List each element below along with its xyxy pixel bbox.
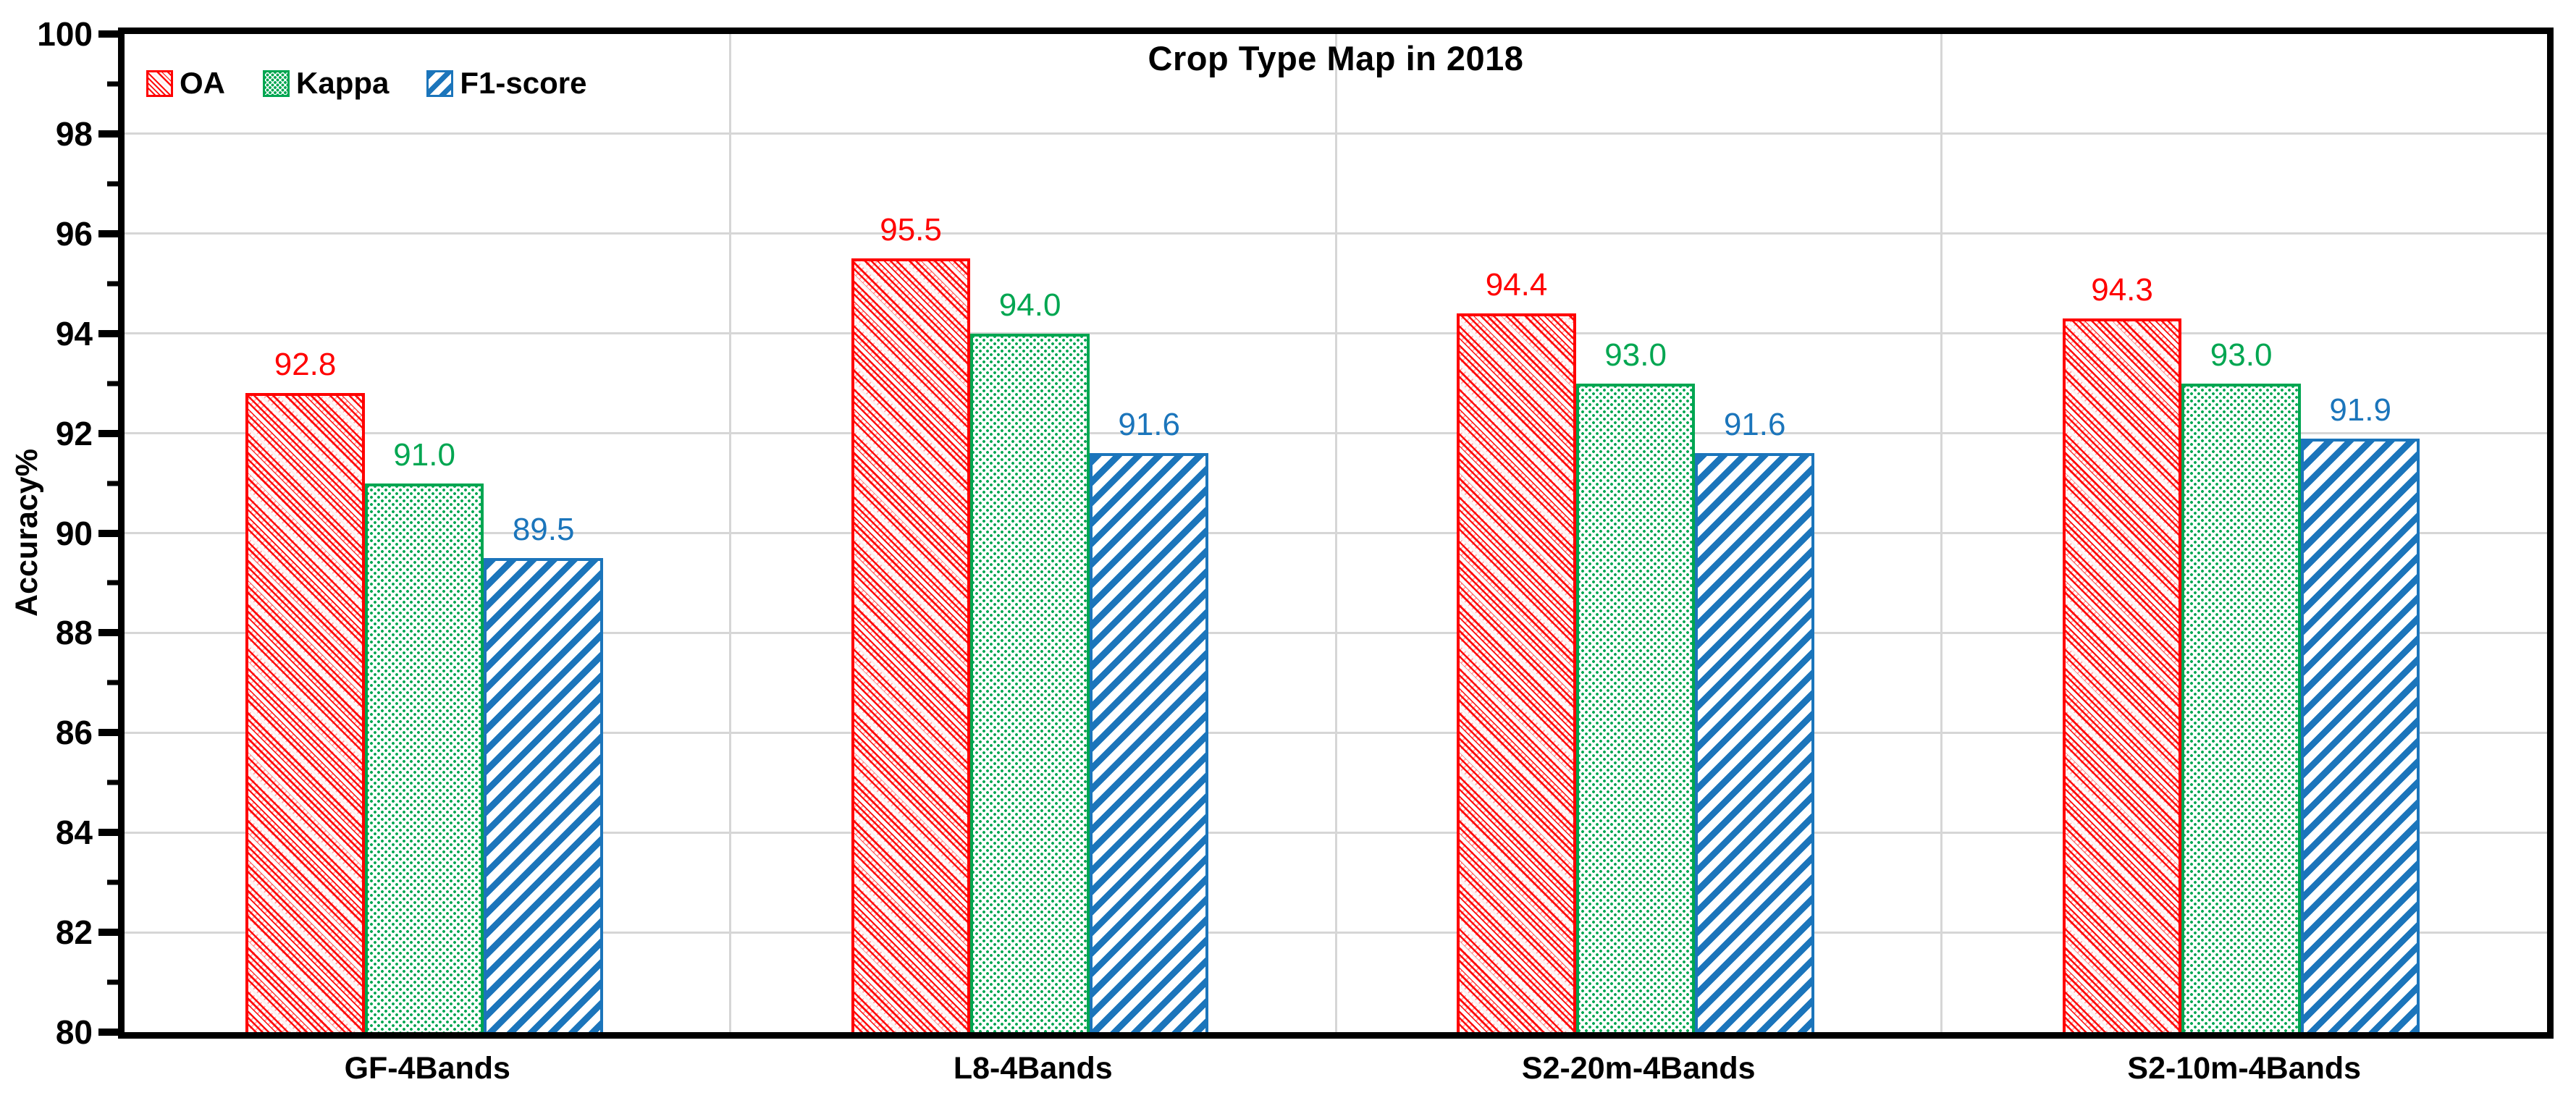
y-minor-tick xyxy=(107,979,118,985)
y-minor-tick xyxy=(107,381,118,387)
y-major-tick xyxy=(98,30,118,38)
y-axis-ticks xyxy=(0,30,118,1036)
bar-value-label: 91.9 xyxy=(2329,392,2391,428)
bar-value-label: 94.4 xyxy=(1485,267,1548,303)
y-major-tick xyxy=(98,429,118,437)
bar-value-label: 91.6 xyxy=(1723,407,1786,443)
bar-oa xyxy=(1457,313,1576,1032)
y-major-tick xyxy=(98,829,118,837)
x-category-label: GF-4Bands xyxy=(344,1051,510,1086)
bar-value-label: 93.0 xyxy=(2210,337,2273,373)
y-minor-tick xyxy=(107,780,118,785)
bar-value-label: 92.8 xyxy=(274,347,337,383)
y-tick-label: 88 xyxy=(55,614,93,652)
legend-swatch-kappa-icon xyxy=(263,69,290,97)
bar-value-label: 94.3 xyxy=(2091,272,2153,308)
legend-item-f1: F1-score xyxy=(426,66,586,101)
legend-label: F1-score xyxy=(460,66,587,100)
bar-oa xyxy=(851,258,971,1032)
bar-kappa xyxy=(970,333,1090,1032)
x-category-label: S2-20m-4Bands xyxy=(1521,1051,1756,1086)
category-divider-gridline xyxy=(1334,34,1337,1032)
bar-kappa xyxy=(2181,383,2301,1032)
y-tick-label: 98 xyxy=(55,114,93,153)
bars-layer xyxy=(125,34,2547,1032)
bar-value-label: 89.5 xyxy=(512,511,575,547)
bar-value-label: 91.6 xyxy=(1118,407,1180,443)
y-major-tick xyxy=(98,1029,118,1036)
y-minor-tick xyxy=(107,680,118,685)
y-tick-label: 96 xyxy=(55,214,93,253)
bar-value-label: 91.0 xyxy=(393,436,455,473)
bar-value-label: 95.5 xyxy=(880,212,942,248)
plot-area: Crop Type Map in 2018 OA Kappa F1-score 92… xyxy=(118,28,2554,1039)
y-tick-label: 86 xyxy=(55,714,93,752)
chart-title: Crop Type Map in 2018 xyxy=(1148,39,1524,77)
y-major-tick xyxy=(98,729,118,737)
y-tick-label: 84 xyxy=(55,814,93,852)
x-axis-category-labels: GF-4Bands L8-4Bands S2-20m-4Bands S2-10m-4B… xyxy=(125,1051,2547,1094)
y-major-tick xyxy=(98,229,118,237)
y-axis-tick-labels: 80 82 84 86 88 90 92 94 96 98 100 xyxy=(0,15,93,1051)
y-tick-label: 90 xyxy=(55,514,93,552)
legend-item-oa: OA xyxy=(146,66,225,101)
legend-swatch-oa-icon xyxy=(146,69,173,97)
value-labels-layer: 92.8 91.0 89.5 95.5 94.0 91.6 94.4 93.0 91.6 94.3… xyxy=(125,34,2547,1032)
y-major-tick xyxy=(98,629,118,637)
legend-label: Kappa xyxy=(296,66,390,100)
gridlines xyxy=(125,34,2547,1032)
legend-label: OA xyxy=(180,66,225,100)
legend: OA Kappa F1-score xyxy=(146,66,586,101)
y-minor-tick xyxy=(107,879,118,885)
y-minor-tick xyxy=(107,481,118,486)
y-tick-label: 82 xyxy=(55,913,93,952)
y-minor-tick xyxy=(107,81,118,87)
bar-f1 xyxy=(1695,453,1814,1032)
y-minor-tick xyxy=(107,281,118,287)
y-major-tick xyxy=(98,329,118,337)
x-category-label: S2-10m-4Bands xyxy=(2127,1051,2362,1086)
y-tick-label: 92 xyxy=(55,414,93,452)
bar-kappa xyxy=(1575,383,1696,1032)
legend-swatch-f1-icon xyxy=(426,69,454,97)
x-category-label: L8-4Bands xyxy=(953,1051,1113,1086)
legend-item-kappa: Kappa xyxy=(263,66,389,101)
y-major-tick xyxy=(98,529,118,537)
bar-oa xyxy=(2062,318,2182,1032)
y-minor-tick xyxy=(107,580,118,586)
bar-oa xyxy=(245,393,365,1032)
bar-f1 xyxy=(1089,453,1209,1032)
bar-value-label: 93.0 xyxy=(1604,337,1667,373)
bar-kappa xyxy=(364,483,484,1032)
y-major-tick xyxy=(98,929,118,937)
y-minor-tick xyxy=(107,181,118,187)
y-tick-label: 100 xyxy=(37,15,93,53)
bar-value-label: 94.0 xyxy=(998,287,1061,323)
y-axis-title: Accuracy% xyxy=(9,449,44,617)
y-major-tick xyxy=(98,130,118,138)
bar-f1 xyxy=(2300,438,2420,1032)
bar-f1 xyxy=(484,557,603,1032)
category-divider-gridline xyxy=(729,34,731,1032)
y-tick-label: 94 xyxy=(55,314,93,352)
category-divider-gridline xyxy=(1940,34,1942,1032)
y-tick-label: 80 xyxy=(55,1013,93,1051)
